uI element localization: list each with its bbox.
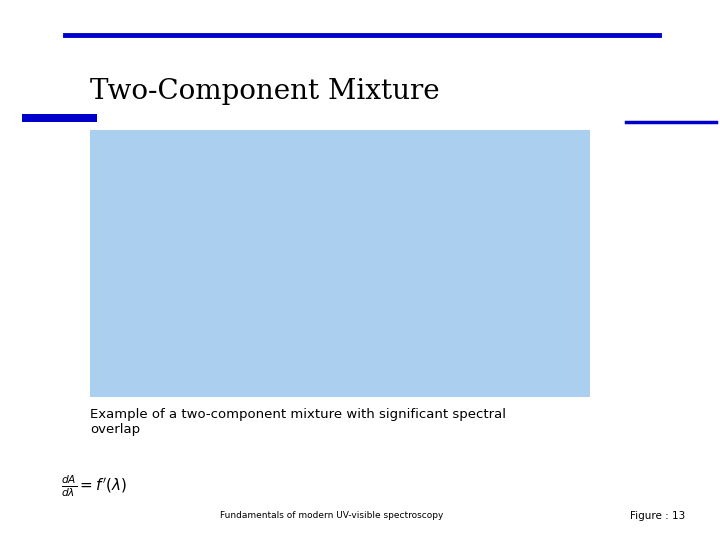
Bar: [22, 114, 97, 122]
Text: Example of a two-component mixture with significant spectral
overlap: Example of a two-component mixture with …: [90, 408, 506, 436]
Bar: [90, 130, 590, 397]
Text: $\frac{dA}{d\lambda} = f^{\prime}(\lambda)$: $\frac{dA}{d\lambda} = f^{\prime}(\lambd…: [61, 473, 127, 499]
Text: Figure : 13: Figure : 13: [630, 511, 685, 521]
Text: Two-Component Mixture: Two-Component Mixture: [90, 78, 440, 105]
Text: Fundamentals of modern UV-visible spectroscopy: Fundamentals of modern UV-visible spectr…: [220, 511, 443, 520]
